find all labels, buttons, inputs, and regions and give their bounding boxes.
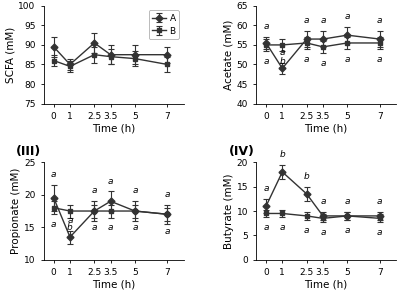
Text: a: a bbox=[344, 197, 350, 206]
Text: a: a bbox=[165, 227, 170, 236]
Text: a: a bbox=[304, 226, 310, 235]
Text: a: a bbox=[132, 223, 138, 232]
Text: a: a bbox=[92, 223, 97, 232]
Text: a: a bbox=[108, 223, 113, 232]
Text: a: a bbox=[320, 228, 326, 237]
Text: a: a bbox=[51, 220, 56, 229]
Text: a: a bbox=[377, 228, 382, 237]
Text: a: a bbox=[132, 186, 138, 195]
Text: (III): (III) bbox=[16, 145, 41, 158]
Y-axis label: SCFA (mM): SCFA (mM) bbox=[6, 27, 16, 83]
Text: (II): (II) bbox=[228, 0, 249, 2]
Text: a: a bbox=[92, 186, 97, 195]
Text: a: a bbox=[320, 197, 326, 206]
Text: a: a bbox=[263, 184, 269, 193]
Text: a: a bbox=[377, 55, 382, 64]
Y-axis label: Acetate (mM): Acetate (mM) bbox=[224, 20, 234, 90]
Text: (I): (I) bbox=[16, 0, 32, 2]
X-axis label: Time (h): Time (h) bbox=[304, 124, 348, 134]
Text: a: a bbox=[51, 170, 56, 179]
Text: (IV): (IV) bbox=[228, 145, 254, 158]
Text: a: a bbox=[344, 55, 350, 64]
Text: a: a bbox=[377, 197, 382, 206]
Legend: A, B: A, B bbox=[149, 10, 179, 39]
X-axis label: Time (h): Time (h) bbox=[304, 280, 348, 290]
Y-axis label: Propionate (mM): Propionate (mM) bbox=[11, 168, 21, 254]
Text: b: b bbox=[280, 57, 285, 66]
Text: a: a bbox=[377, 16, 382, 25]
Text: a: a bbox=[320, 16, 326, 25]
Text: a: a bbox=[165, 190, 170, 199]
Text: a: a bbox=[304, 16, 310, 25]
Text: a: a bbox=[108, 177, 113, 186]
Text: a: a bbox=[280, 48, 285, 57]
X-axis label: Time (h): Time (h) bbox=[92, 280, 136, 290]
Text: a: a bbox=[263, 57, 269, 66]
X-axis label: Time (h): Time (h) bbox=[92, 124, 136, 134]
Text: a: a bbox=[280, 223, 285, 232]
Text: a: a bbox=[263, 223, 269, 232]
Text: a: a bbox=[320, 59, 326, 68]
Text: a: a bbox=[344, 226, 350, 235]
Text: a: a bbox=[67, 216, 73, 225]
Text: b: b bbox=[304, 172, 310, 181]
Y-axis label: Butyrate (mM): Butyrate (mM) bbox=[224, 173, 234, 249]
Text: a: a bbox=[344, 13, 350, 22]
Text: b: b bbox=[280, 150, 285, 159]
Text: a: a bbox=[263, 22, 269, 31]
Text: a: a bbox=[304, 55, 310, 64]
Text: b: b bbox=[67, 223, 73, 232]
